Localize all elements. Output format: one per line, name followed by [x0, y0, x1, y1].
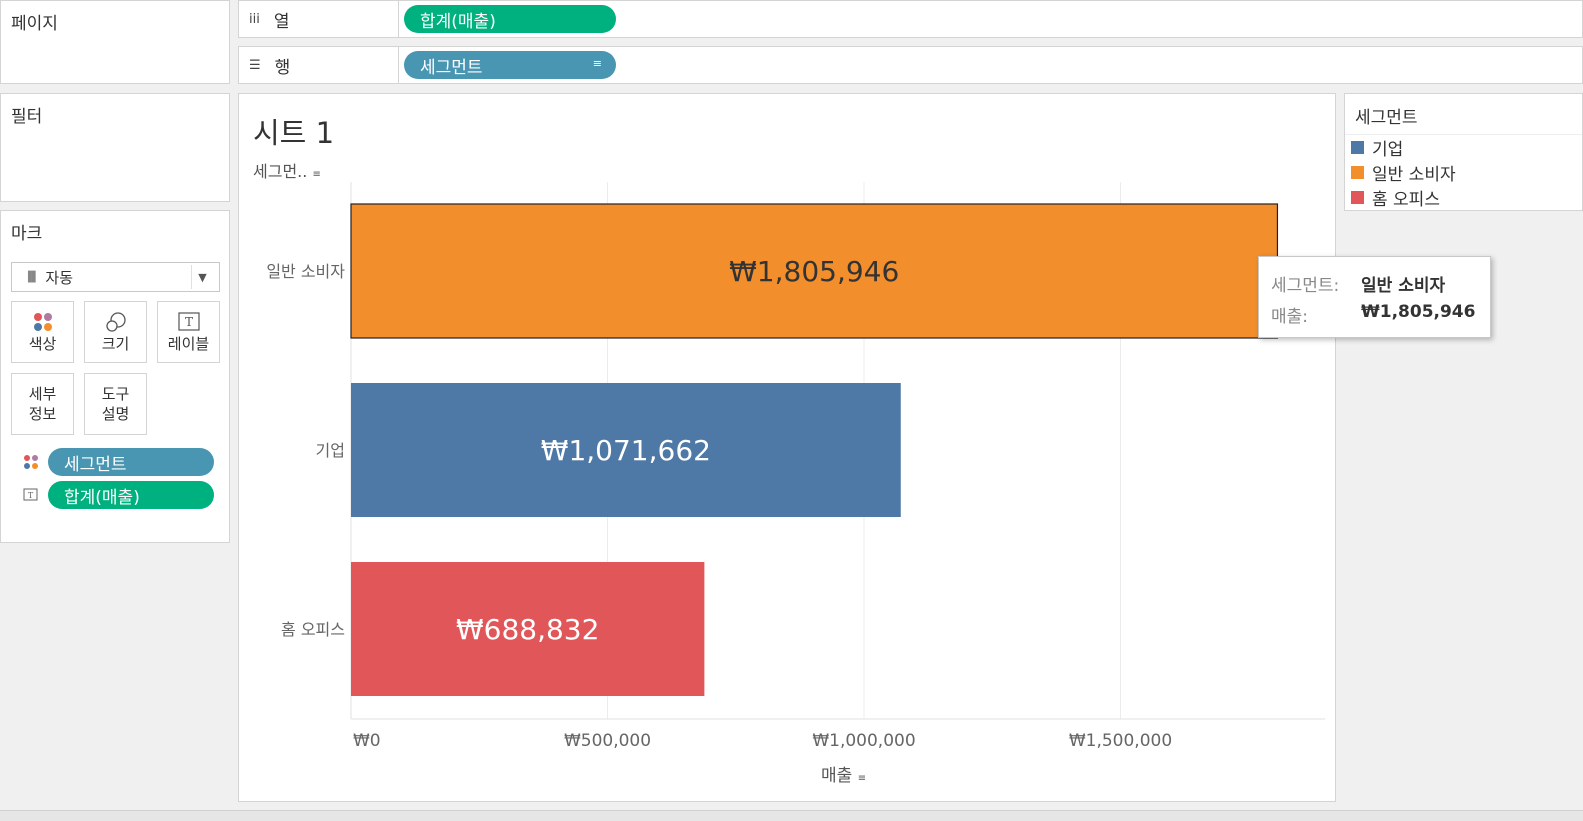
- pages-panel: 페이지: [0, 0, 230, 84]
- color-dots-icon: [23, 454, 39, 474]
- color-button-label: 색상: [28, 335, 57, 353]
- filters-panel[interactable]: 필터: [0, 93, 230, 202]
- mark-pill-sales-row: T 합계(매출): [23, 481, 223, 509]
- legend-item-corporate[interactable]: 기업: [1351, 136, 1404, 160]
- mark-type-dropdown[interactable]: ▐▌ 자동 ▼: [11, 262, 220, 292]
- detail-button[interactable]: 세부 정보: [11, 373, 74, 435]
- sort-icon[interactable]: ≡: [312, 169, 321, 180]
- bar[interactable]: [351, 562, 705, 696]
- columns-shelf-label: iii 열: [239, 1, 399, 37]
- rows-shelf-title: 행: [274, 57, 291, 78]
- columns-pill-sales[interactable]: 합계(매출): [404, 5, 616, 33]
- legend-item-label: 일반 소비자: [1372, 164, 1456, 185]
- x-tick-label: ₩0: [353, 731, 381, 751]
- marks-panel: 마크 ▐▌ 자동 ▼ 색상 크기 T 레이블 세부 정보 도구 설명 세그먼트: [0, 210, 230, 543]
- mark-pill-sales-label: 합계(매출): [64, 487, 140, 508]
- bar[interactable]: [350, 203, 1279, 339]
- tooltip-sales-value: ₩1,805,946: [1361, 302, 1476, 322]
- tooltip-button-label-1: 도구: [101, 385, 130, 403]
- bar-value-label: ₩1,805,946: [729, 255, 899, 288]
- tooltip-sales-label: 매출:: [1271, 307, 1309, 327]
- bar-value-label: ₩1,071,662: [541, 434, 711, 467]
- bar-value-label: ₩688,832: [456, 613, 599, 646]
- color-dots-icon: [32, 310, 54, 334]
- x-axis-title-text: 매출: [821, 766, 853, 786]
- tooltip-button[interactable]: 도구 설명: [84, 373, 147, 435]
- columns-shelf[interactable]: iii 열 합계(매출): [238, 0, 1583, 38]
- tooltip-segment-value: 일반 소비자: [1361, 276, 1446, 296]
- pages-panel-title: 페이지: [11, 14, 58, 34]
- category-label[interactable]: 기업: [316, 441, 345, 460]
- rows-pill-segment[interactable]: 세그먼트 ≡: [404, 51, 616, 79]
- detail-button-label-2: 정보: [28, 405, 57, 423]
- text-label-icon: T: [23, 487, 39, 507]
- bar-chart: ₩0 ₩500,000 ₩1,000,000 ₩1,500,000 ₩1,805,946…: [266, 182, 1325, 751]
- bottom-scrollbar[interactable]: [0, 810, 1583, 821]
- text-label-icon: T: [177, 310, 200, 334]
- legend-divider: [1345, 134, 1582, 135]
- svg-text:T: T: [28, 491, 34, 500]
- sheet-view: 시트 1 세그먼.. ≡ ₩0 ₩500,000 ₩1,000,000 ₩1,500,…: [238, 93, 1336, 802]
- marks-panel-title: 마크: [11, 224, 43, 244]
- x-tick-label: ₩1,000,000: [812, 731, 915, 751]
- bar[interactable]: [351, 383, 901, 517]
- legend-swatch: [1351, 165, 1364, 179]
- row-header-label[interactable]: 세그먼.. ≡: [253, 158, 321, 182]
- columns-icon: iii: [249, 11, 260, 27]
- columns-pill-label: 합계(매출): [420, 11, 496, 32]
- mark-pill-segment-label: 세그먼트: [64, 454, 127, 475]
- x-tick-label: ₩1,500,000: [1069, 731, 1172, 751]
- category-label[interactable]: 홈 오피스: [281, 620, 345, 639]
- rows-pill-label: 세그먼트: [420, 57, 483, 78]
- legend-swatch: [1351, 140, 1364, 154]
- filters-panel-title: 필터: [11, 107, 43, 127]
- mark-type-value: 자동: [45, 268, 73, 287]
- tooltip: 세그먼트: 일반 소비자 매출: ₩1,805,946: [1258, 256, 1491, 338]
- rows-shelf[interactable]: ☰ 행 세그먼트 ≡: [238, 46, 1583, 84]
- mark-pill-segment[interactable]: 세그먼트: [48, 448, 214, 476]
- size-circles-icon: [104, 310, 128, 334]
- sort-descending-icon[interactable]: ≡: [592, 57, 602, 70]
- x-tick-label: ₩500,000: [564, 731, 651, 751]
- columns-shelf-title: 열: [273, 11, 290, 32]
- rows-shelf-label: ☰ 행: [239, 47, 399, 83]
- svg-text:T: T: [184, 315, 192, 329]
- sheet-title: 시트 1: [253, 116, 335, 150]
- label-button-label: 레이블: [167, 335, 210, 353]
- legend-item-label: 기업: [1372, 139, 1404, 160]
- chevron-down-icon[interactable]: ▼: [191, 265, 213, 289]
- bar-chart-icon: ▐▌: [24, 271, 40, 283]
- legend-title: 세그먼트: [1355, 108, 1418, 128]
- legend-swatch: [1351, 190, 1364, 204]
- row-header-text: 세그먼..: [253, 162, 308, 181]
- tooltip-button-label-2: 설명: [101, 405, 130, 423]
- detail-button-label-1: 세부: [28, 385, 57, 403]
- x-axis-title[interactable]: 매출 ≡: [821, 761, 866, 786]
- category-label[interactable]: 일반 소비자: [266, 262, 345, 281]
- mark-pill-segment-row: 세그먼트: [23, 448, 223, 476]
- tooltip-segment-label: 세그먼트:: [1271, 276, 1340, 296]
- legend-item-label: 홈 오피스: [1372, 189, 1440, 210]
- legend-item-consumer[interactable]: 일반 소비자: [1351, 161, 1456, 185]
- color-button[interactable]: 색상: [11, 301, 74, 363]
- size-button-label: 크기: [101, 335, 130, 353]
- sort-icon[interactable]: ≡: [857, 773, 867, 784]
- rows-icon: ☰: [249, 57, 261, 73]
- legend-item-home-office[interactable]: 홈 오피스: [1351, 186, 1440, 210]
- legend-panel: 세그먼트 기업 일반 소비자 홈 오피스: [1344, 93, 1583, 211]
- label-button[interactable]: T 레이블: [157, 301, 220, 363]
- mark-pill-sales[interactable]: 합계(매출): [48, 481, 214, 509]
- size-button[interactable]: 크기: [84, 301, 147, 363]
